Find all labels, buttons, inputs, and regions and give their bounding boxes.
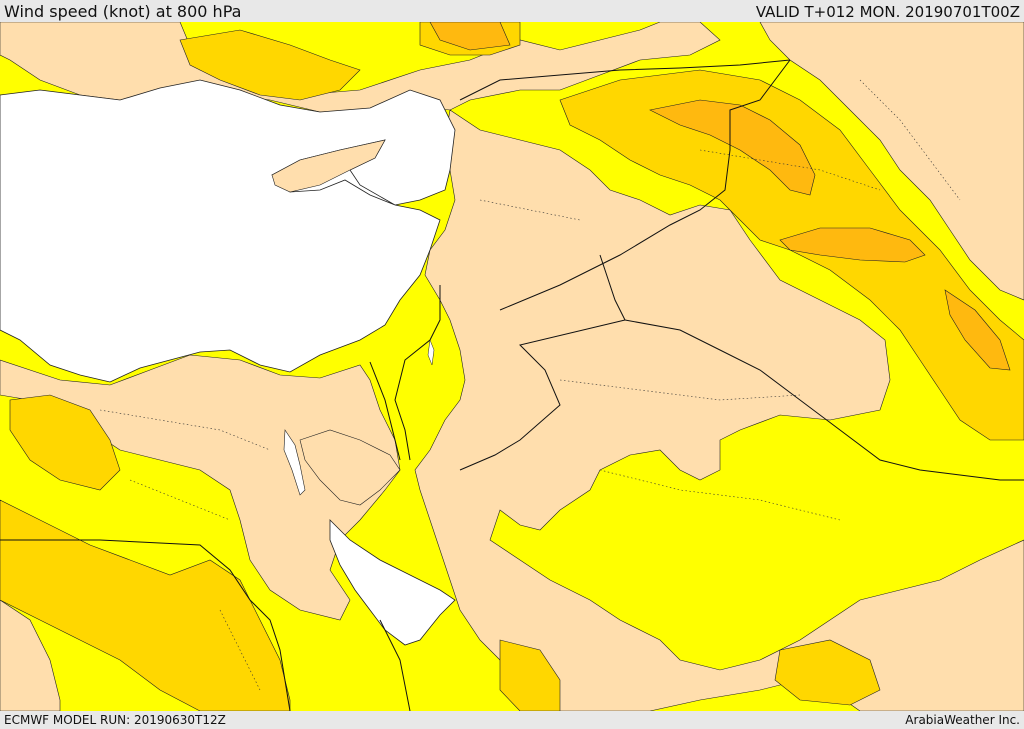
dead-sea [427, 339, 435, 366]
strong-wind-areas [0, 22, 1024, 711]
province-borders [99, 79, 961, 691]
strong-wind-saudi [774, 639, 881, 706]
strong-wind-northeast [559, 69, 1024, 441]
low-wind-egypt [0, 354, 401, 621]
wind-speed-map [0, 22, 1024, 711]
very-strong-wind-far-east [944, 289, 1011, 371]
country-borders [0, 59, 1024, 711]
valid-time: VALID T+012 MON. 20190701T00Z [755, 3, 1020, 21]
cyprus-island [271, 139, 386, 193]
strong-wind-libya [9, 394, 121, 491]
gulf-of-suez [283, 429, 306, 496]
model-run: ECMWF MODEL RUN: 20190630T12Z [4, 713, 226, 727]
strong-wind-turkey [179, 29, 361, 101]
strong-wind-redsea [499, 639, 561, 711]
header-bar: Wind speed (knot) at 800 hPa VALID T+012… [0, 0, 1024, 22]
very-strong-wind-east [779, 227, 926, 263]
very-strong-wind-turkey [429, 22, 511, 51]
low-wind-sinai [299, 429, 401, 506]
footer-bar: ECMWF MODEL RUN: 20190630T12Z ArabiaWeat… [0, 711, 1024, 729]
low-wind-areas [0, 22, 1024, 711]
low-wind-north-east [759, 22, 1024, 301]
very-strong-wind-areas [429, 22, 1011, 371]
low-wind-southwest [0, 599, 61, 711]
map-title: Wind speed (knot) at 800 hPa [4, 2, 242, 21]
low-wind-arabia [414, 109, 1024, 711]
credit-text: ArabiaWeather Inc. [905, 713, 1020, 727]
red-sea [329, 519, 456, 646]
very-strong-wind-iraq [649, 99, 816, 196]
